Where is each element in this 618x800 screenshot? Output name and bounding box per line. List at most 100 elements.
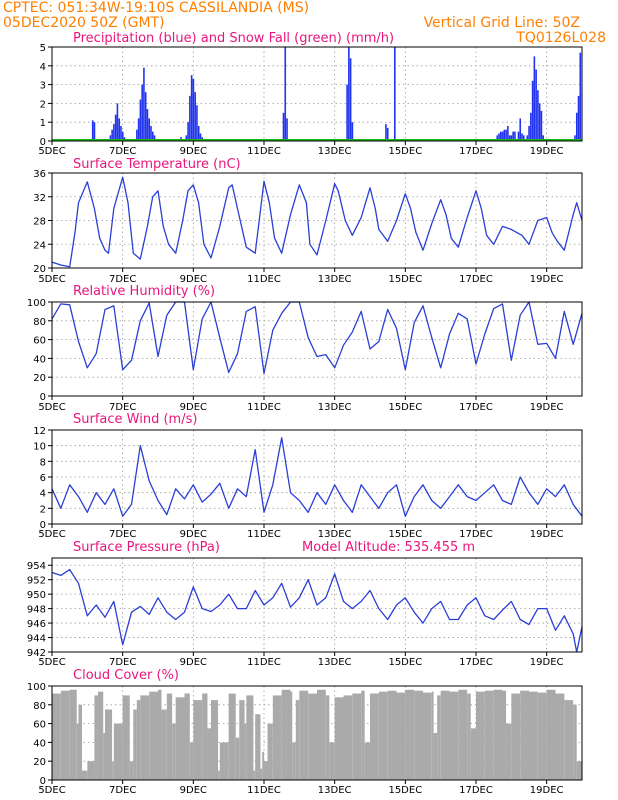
cloud-bar (520, 690, 529, 780)
cloud-bar (239, 700, 245, 780)
cloud-bar (396, 692, 406, 780)
precipitation-bar (351, 122, 354, 141)
header-run-date: 05DEC2020 50Z (GMT) (3, 15, 165, 31)
cloud-bar (378, 691, 388, 780)
cloud-bar (122, 695, 130, 780)
wind-ytick-label: 4 (40, 489, 46, 500)
cloud-bar (272, 695, 282, 780)
precipitation-bar (496, 135, 499, 141)
precipitation-xtick-label: 9DEC (180, 146, 207, 157)
precipitation-bar (187, 122, 189, 141)
cloud-xtick-label: 13DEC (318, 785, 352, 796)
precipitation-bar (116, 103, 119, 141)
cloud-bar (60, 690, 70, 780)
cloud-bar (387, 690, 397, 780)
humidity-title: Relative Humidity (%) (73, 284, 215, 299)
cloud-panel: Cloud Cover (%) 0 20 40 60 80 100 5DEC 7DEC 9DEC 1… (27, 668, 583, 796)
precipitation-ytick-label: 3 (40, 81, 46, 92)
precipitation-bar (510, 135, 513, 141)
cloud-bar (140, 695, 150, 780)
wind-ytick-label: 6 (40, 473, 46, 484)
pressure-frame (51, 557, 583, 653)
header-grid-note: Vertical Grid Line: 50Z (424, 15, 580, 31)
wind-ytick-label: 2 (40, 504, 46, 515)
humidity-xtick-label: 11DEC (247, 402, 281, 413)
cloud-bar (129, 761, 134, 780)
cloud-xtick-label: 15DEC (388, 785, 422, 796)
cloud-ytick-label: 100 (27, 682, 46, 693)
precipitation-bar (199, 133, 202, 141)
chart-panels: Precipitation (blue) and Snow Fall (gree… (27, 31, 583, 796)
cloud-bar (431, 691, 434, 780)
precipitation-bar (113, 124, 115, 141)
precipitation-bar (528, 125, 530, 141)
temperature-xtick-label: 17DEC (459, 274, 493, 285)
pressure-ytick-label: 948 (27, 605, 46, 616)
precipitation-bar (146, 109, 149, 141)
cloud-bar (260, 768, 263, 780)
pressure-xtick-label: 13DEC (318, 657, 352, 668)
cloud-bar (244, 723, 247, 780)
precipitation-bar (91, 120, 94, 141)
precipitation-bar (284, 47, 287, 141)
cloud-bar (317, 689, 326, 780)
temperature-xtick-label: 19DEC (530, 274, 564, 285)
temperature-xtick-label: 11DEC (247, 274, 281, 285)
precipitation-ytick-label: 2 (40, 99, 46, 110)
pressure-xtick-label: 17DEC (459, 657, 493, 668)
cloud-ytick-label: 0 (40, 776, 46, 787)
precipitation-bar (514, 131, 516, 141)
cloud-bar (189, 742, 194, 780)
cloud-bar (161, 709, 167, 780)
humidity-xtick-label: 19DEC (530, 402, 564, 413)
cloud-bar (334, 697, 344, 780)
cloud-xtick-label: 5DEC (38, 785, 65, 796)
precipitation-xtick-label: 13DEC (318, 146, 352, 157)
precipitation-bar (574, 135, 576, 141)
precipitation-bar (93, 122, 96, 141)
humidity-ytick-label: 100 (27, 298, 46, 309)
precipitation-bar (579, 52, 582, 141)
cloud-bar (470, 728, 476, 780)
cloud-bar (262, 751, 264, 780)
pressure-xtick-label: 11DEC (247, 657, 281, 668)
pressure-title: Surface Pressure (hPa) (73, 540, 220, 555)
precipitation-bar (508, 135, 511, 141)
wind-xtick-label: 5DEC (38, 529, 65, 540)
wind-ytick-label: 10 (33, 442, 46, 453)
precipitation-bar (118, 118, 120, 141)
wind-line (51, 437, 583, 517)
precipitation-bar (121, 131, 124, 141)
wind-xtick-label: 19DEC (530, 529, 564, 540)
cloud-bar (564, 700, 574, 780)
precipitation-frame (51, 46, 583, 142)
cloud-bar (555, 693, 565, 780)
humidity-ytick-label: 20 (33, 373, 46, 384)
cloud-bar (352, 693, 362, 780)
pressure-xtick-label: 7DEC (109, 657, 136, 668)
cloud-bar (94, 695, 98, 780)
precipitation-bar (505, 129, 507, 141)
cloud-bar (458, 689, 468, 780)
precipitation-bar (393, 47, 396, 141)
cloud-bar (218, 770, 220, 780)
pressure-xtick-label: 9DEC (180, 657, 207, 668)
wind-ytick-label: 0 (40, 520, 46, 531)
cloud-bar (502, 690, 507, 780)
cloud-bar (253, 770, 256, 780)
precipitation-bar (136, 129, 138, 141)
wind-xtick-label: 7DEC (109, 529, 136, 540)
precipitation-xtick-label: 17DEC (459, 146, 493, 157)
precipitation-bar (526, 135, 529, 141)
cloud-bar (576, 761, 582, 780)
precipitation-xtick-label: 5DEC (38, 146, 65, 157)
precipitation-ytick-label: 4 (40, 62, 46, 73)
precipitation-ytick-label: 0 (40, 137, 46, 148)
temperature-xtick-label: 5DEC (38, 274, 65, 285)
precipitation-bar (143, 67, 145, 141)
humidity-panel: Relative Humidity (%) 0 20 40 60 80 100 5DEC 7DE… (27, 284, 583, 413)
precipitation-bar (540, 110, 543, 141)
cloud-ytick-label: 60 (33, 720, 46, 731)
humidity-frame (51, 301, 583, 397)
